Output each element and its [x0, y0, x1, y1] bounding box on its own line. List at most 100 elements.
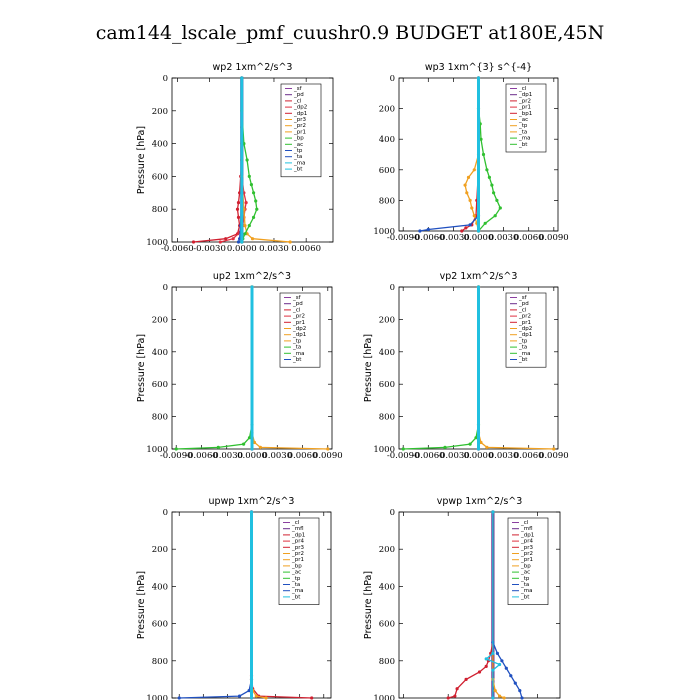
- legend-label: _pr4: [520, 539, 534, 545]
- series-point: [446, 696, 450, 700]
- series-point: [255, 207, 259, 211]
- legend-label: _ma: [520, 588, 532, 594]
- legend-label: _pd: [518, 301, 529, 307]
- y-tick-label: 200: [152, 545, 168, 555]
- plot-frame: [398, 511, 561, 699]
- series-point: [491, 668, 495, 672]
- legend-label: _cl: [293, 98, 302, 104]
- series-line: [403, 287, 480, 450]
- x-tick-label: 0.0030: [489, 451, 519, 461]
- series-point: [464, 677, 468, 682]
- series-point: [468, 198, 472, 202]
- x-tick-label: 0.0000: [237, 451, 267, 461]
- y-tick-label: 0: [390, 283, 395, 293]
- legend-label: _pr2: [518, 314, 531, 320]
- y-tick-label: 0: [163, 74, 168, 84]
- y-tick-label: 1000: [373, 445, 395, 455]
- legend-label: _ma: [293, 160, 305, 166]
- series-point: [252, 440, 257, 445]
- series-point: [477, 670, 482, 674]
- legend-label: _bp: [293, 136, 304, 142]
- legend-label: _ac: [293, 142, 303, 148]
- series-point: [468, 442, 472, 446]
- legend-label: _pr2: [520, 551, 533, 557]
- legend-label: _bp1: [518, 111, 532, 117]
- y-tick-label: 800: [379, 196, 395, 206]
- series-point: [493, 214, 497, 218]
- y-tick-label: 800: [379, 413, 395, 423]
- legend-label: _tp: [518, 338, 528, 344]
- figure-title: cam144_lscale_pmf_cuushr0.9 BUDGET at180…: [96, 22, 604, 44]
- series-point: [476, 447, 481, 451]
- series-point: [237, 694, 242, 698]
- legend-label: _bp: [291, 563, 302, 569]
- y-tick-label: 600: [379, 166, 395, 176]
- series-point: [250, 285, 254, 289]
- series-point: [491, 510, 495, 514]
- legend-label: _bt: [520, 594, 530, 600]
- y-axis-label: Pressure [hPa]: [363, 334, 374, 402]
- series-point: [216, 445, 220, 449]
- series-point: [492, 191, 496, 195]
- y-tick-label: 400: [379, 582, 395, 592]
- series-line: [176, 287, 253, 450]
- series-point: [484, 664, 488, 669]
- series-point: [498, 662, 502, 667]
- series-point: [245, 158, 249, 162]
- legend-label: _dp2: [292, 326, 306, 332]
- panel-title: up2 1xm^2/s^3: [213, 271, 291, 282]
- legend-label: _mfl: [291, 526, 304, 532]
- legend-label: _ma: [291, 588, 303, 594]
- y-tick-label: 400: [379, 348, 395, 358]
- legend-label: _pr1: [518, 320, 531, 326]
- legend-label: _dp1: [518, 332, 532, 338]
- series-point: [174, 447, 178, 451]
- series-point: [484, 657, 488, 661]
- y-tick-label: 400: [152, 348, 168, 358]
- legend-label: _pr4: [291, 539, 305, 545]
- legend-label: _ta: [291, 582, 300, 588]
- series-line: [448, 512, 494, 699]
- legend-label: _tp: [291, 576, 301, 582]
- legend-label: _pr1: [293, 129, 306, 135]
- y-tick-label: 0: [390, 508, 395, 518]
- legend-label: _pr2: [292, 314, 305, 320]
- chart-panel: up2 1xm^2/s^3 Pressure [hPa] 0 200 400 600 800…: [136, 271, 343, 461]
- series-point: [191, 240, 196, 244]
- legend-label: _ta: [518, 345, 527, 351]
- y-tick-label: 800: [152, 657, 168, 667]
- x-tick-label: 0.0060: [291, 244, 321, 254]
- legend-label: _pr3: [293, 117, 307, 123]
- x-tick-label: -0.0090: [387, 451, 420, 461]
- y-tick-label: 0: [390, 74, 395, 84]
- y-tick-label: 200: [379, 545, 395, 555]
- series-point: [231, 237, 235, 241]
- series-point: [470, 206, 474, 210]
- series-point: [247, 436, 252, 440]
- series-point: [485, 445, 489, 449]
- legend-box: [507, 517, 549, 605]
- y-tick-label: 1000: [146, 238, 168, 248]
- legend-label: _cl: [518, 307, 527, 313]
- series-point: [485, 168, 489, 172]
- series-point: [466, 175, 471, 179]
- y-tick-label: 200: [152, 315, 168, 325]
- legend-label: _tp: [520, 576, 530, 582]
- series-point: [491, 696, 495, 700]
- series-point: [518, 689, 522, 693]
- series-point: [218, 240, 222, 244]
- y-tick-label: 800: [379, 657, 395, 667]
- series-point: [254, 199, 258, 203]
- series-point: [468, 223, 472, 227]
- legend-label: _ma: [518, 351, 530, 357]
- panel-title: wp2 1xm^2/s^3: [213, 62, 293, 73]
- series-point: [443, 445, 447, 449]
- series-point: [465, 191, 469, 195]
- legend-box: [280, 83, 322, 178]
- series-point: [476, 76, 481, 80]
- x-tick-label: 0.0000: [464, 451, 494, 461]
- legend-box: [505, 292, 547, 368]
- legend-box: [505, 83, 547, 153]
- legend-box: [278, 517, 320, 605]
- y-tick-label: 400: [152, 140, 168, 150]
